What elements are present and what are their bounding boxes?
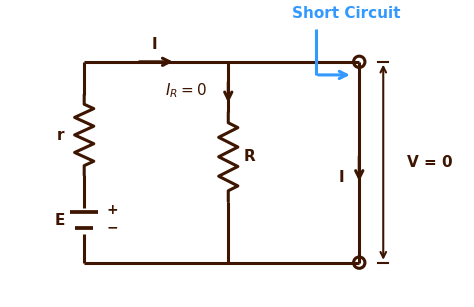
Text: −: − — [107, 221, 118, 235]
Text: +: + — [107, 203, 118, 217]
Text: Short Circuit: Short Circuit — [292, 6, 401, 21]
Text: I: I — [151, 37, 157, 52]
Text: I: I — [338, 170, 344, 185]
Text: E: E — [55, 213, 65, 228]
Text: r: r — [56, 128, 64, 143]
Text: R: R — [244, 150, 255, 165]
Text: V = 0: V = 0 — [407, 155, 453, 170]
Text: $I_R = 0$: $I_R = 0$ — [165, 81, 207, 99]
